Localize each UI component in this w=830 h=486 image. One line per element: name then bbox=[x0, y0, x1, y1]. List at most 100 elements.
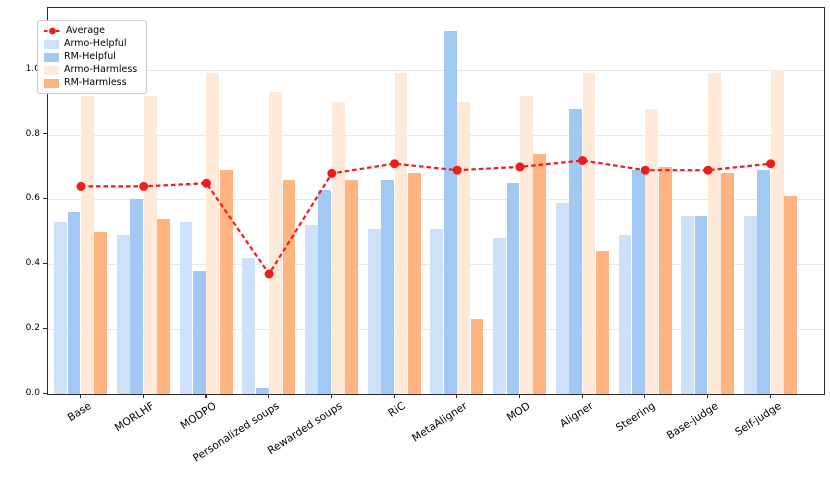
bar-armo-harmless-modpo bbox=[206, 72, 220, 394]
legend-item-rm-helpful: RM-Helpful bbox=[44, 51, 137, 63]
average-point-aligner bbox=[578, 156, 588, 165]
legend-swatch-icon bbox=[44, 65, 59, 75]
bar-armo-harmless-self-judge bbox=[770, 69, 784, 394]
y-tick-label: 0.6 bbox=[25, 193, 40, 204]
bar-armo-helpful-rewarded-soups bbox=[305, 225, 318, 394]
bar-armo-helpful-steering bbox=[618, 235, 632, 394]
gridline-y-1.0 bbox=[48, 69, 824, 71]
x-tick-mark bbox=[707, 394, 709, 398]
x-tick-mark bbox=[142, 394, 144, 398]
bar-rm-helpful-personalized-soups bbox=[255, 387, 269, 394]
bar-rm-harmless-aligner bbox=[596, 251, 609, 394]
x-tick-mark bbox=[769, 394, 771, 398]
bar-rm-helpful-metaaligner bbox=[443, 30, 457, 394]
average-point-modpo bbox=[201, 178, 211, 188]
bar-armo-harmless-metaaligner bbox=[457, 102, 471, 394]
bar-armo-harmless-morlhf bbox=[143, 95, 157, 394]
y-tick-mark bbox=[43, 197, 47, 200]
average-point-metaaligner bbox=[452, 165, 462, 175]
legend-item-armo-helpful: Armo-Helpful bbox=[44, 38, 137, 50]
legend-item-armo-harmless: Armo-Harmless bbox=[44, 64, 137, 76]
bar-rm-harmless-base bbox=[94, 231, 108, 394]
bar-armo-helpful-morlhf bbox=[116, 235, 130, 394]
x-tick-label-aligner: Aligner bbox=[557, 400, 596, 431]
legend-average-line-icon bbox=[44, 27, 61, 35]
x-tick-mark bbox=[581, 394, 583, 398]
bar-armo-helpful-base-judge bbox=[681, 215, 695, 394]
legend-swatch-icon bbox=[44, 52, 59, 62]
bar-rm-helpful-modpo bbox=[193, 270, 206, 394]
bar-rm-helpful-ric bbox=[381, 179, 394, 394]
x-tick-mark bbox=[518, 394, 521, 398]
bar-rm-harmless-rewarded-soups bbox=[345, 179, 359, 394]
bar-rm-harmless-modpo bbox=[219, 170, 233, 394]
legend-item-rm-harmless: RM-Harmless bbox=[44, 77, 137, 89]
x-tick-label-base-judge: Base-judge bbox=[664, 400, 721, 443]
x-tick-mark bbox=[80, 394, 82, 398]
bar-rm-helpful-base bbox=[67, 212, 81, 394]
y-tick-mark bbox=[43, 392, 47, 394]
bar-armo-helpful-personalized-soups bbox=[242, 257, 256, 394]
bar-armo-harmless-ric bbox=[394, 72, 408, 394]
bar-armo-helpful-mod bbox=[493, 238, 506, 394]
bar-armo-helpful-base bbox=[54, 222, 68, 394]
bar-armo-helpful-aligner bbox=[555, 202, 569, 394]
x-tick-label-self-judge: Self-judge bbox=[732, 400, 784, 439]
bar-rm-helpful-morlhf bbox=[130, 199, 144, 394]
bar-armo-helpful-ric bbox=[367, 228, 381, 394]
bar-armo-harmless-base-judge bbox=[708, 72, 721, 394]
x-tick-mark bbox=[644, 394, 646, 398]
x-tick-mark bbox=[393, 394, 395, 398]
legend-label: RM-Helpful bbox=[64, 51, 116, 62]
average-point-self-judge bbox=[766, 159, 776, 169]
legend-label: Average bbox=[66, 25, 106, 36]
x-tick-label-steering: Steering bbox=[614, 400, 658, 435]
legend-item-average: Average bbox=[44, 25, 137, 37]
bar-rm-harmless-self-judge bbox=[784, 196, 797, 394]
bar-armo-harmless-aligner bbox=[582, 72, 596, 394]
bar-armo-harmless-steering bbox=[645, 108, 659, 394]
bar-armo-helpful-self-judge bbox=[743, 215, 757, 394]
bar-armo-harmless-mod bbox=[519, 95, 533, 394]
x-tick-label-morlhf: MORLHF bbox=[112, 400, 157, 435]
x-tick-label-mod: MOD bbox=[504, 400, 533, 424]
y-tick-label: 1.0 bbox=[25, 63, 40, 74]
y-tick-label: 0.0 bbox=[25, 388, 40, 398]
x-tick-label-ric: RiC bbox=[385, 400, 408, 420]
x-tick-mark bbox=[268, 394, 270, 398]
x-tick-label-metaaligner: MetaAligner bbox=[410, 400, 470, 445]
legend-label: Armo-Helpful bbox=[64, 38, 127, 49]
average-point-ric bbox=[390, 159, 399, 169]
average-point-mod bbox=[515, 162, 525, 172]
bar-rm-harmless-ric bbox=[407, 173, 421, 394]
bar-rm-helpful-mod bbox=[506, 183, 520, 394]
bar-rm-harmless-metaaligner bbox=[470, 319, 484, 394]
x-tick-mark bbox=[456, 394, 458, 398]
y-tick-label: 0.2 bbox=[25, 323, 40, 334]
x-tick-label-base: Base bbox=[65, 400, 94, 424]
bar-rm-harmless-mod bbox=[533, 154, 547, 394]
legend-label: RM-Harmless bbox=[64, 77, 127, 88]
y-tick-mark bbox=[43, 262, 47, 264]
plot-area bbox=[47, 7, 825, 395]
y-tick-label: 0.4 bbox=[25, 258, 40, 269]
average-point-steering bbox=[640, 165, 650, 175]
legend-label: Armo-Harmless bbox=[64, 64, 138, 75]
average-point-personalized-soups bbox=[264, 269, 274, 279]
bar-rm-helpful-steering bbox=[631, 170, 645, 394]
average-point-rewarded-soups bbox=[327, 168, 337, 178]
y-tick-mark bbox=[43, 133, 47, 135]
average-point-base-judge bbox=[703, 165, 713, 175]
bar-rm-harmless-base-judge bbox=[721, 173, 735, 394]
y-tick-label: 0.8 bbox=[25, 128, 40, 139]
bar-rm-helpful-aligner bbox=[569, 108, 583, 394]
bar-armo-helpful-modpo bbox=[179, 222, 193, 394]
x-tick-mark bbox=[205, 394, 207, 398]
average-point-morlhf bbox=[139, 181, 149, 191]
average-line-layer bbox=[76, 156, 776, 279]
bar-rm-helpful-base-judge bbox=[694, 215, 708, 394]
average-line bbox=[81, 159, 771, 277]
gridline-y-0.6 bbox=[48, 199, 824, 201]
x-tick-mark bbox=[330, 394, 332, 398]
